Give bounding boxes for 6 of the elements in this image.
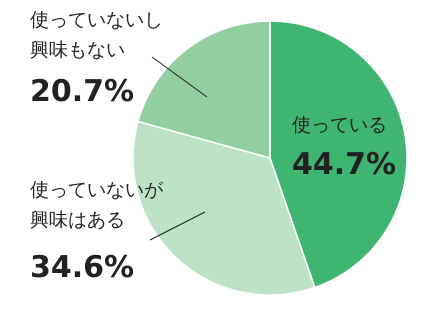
slice-label: 使っている — [292, 114, 387, 136]
slice-label: 使っていないし興味もない — [30, 9, 163, 61]
data-label: 34.6% — [30, 250, 134, 285]
data-label: 44.7% — [292, 147, 396, 182]
slice-label: 使っていないが興味はある — [30, 179, 164, 231]
data-label: 20.7% — [30, 74, 134, 109]
